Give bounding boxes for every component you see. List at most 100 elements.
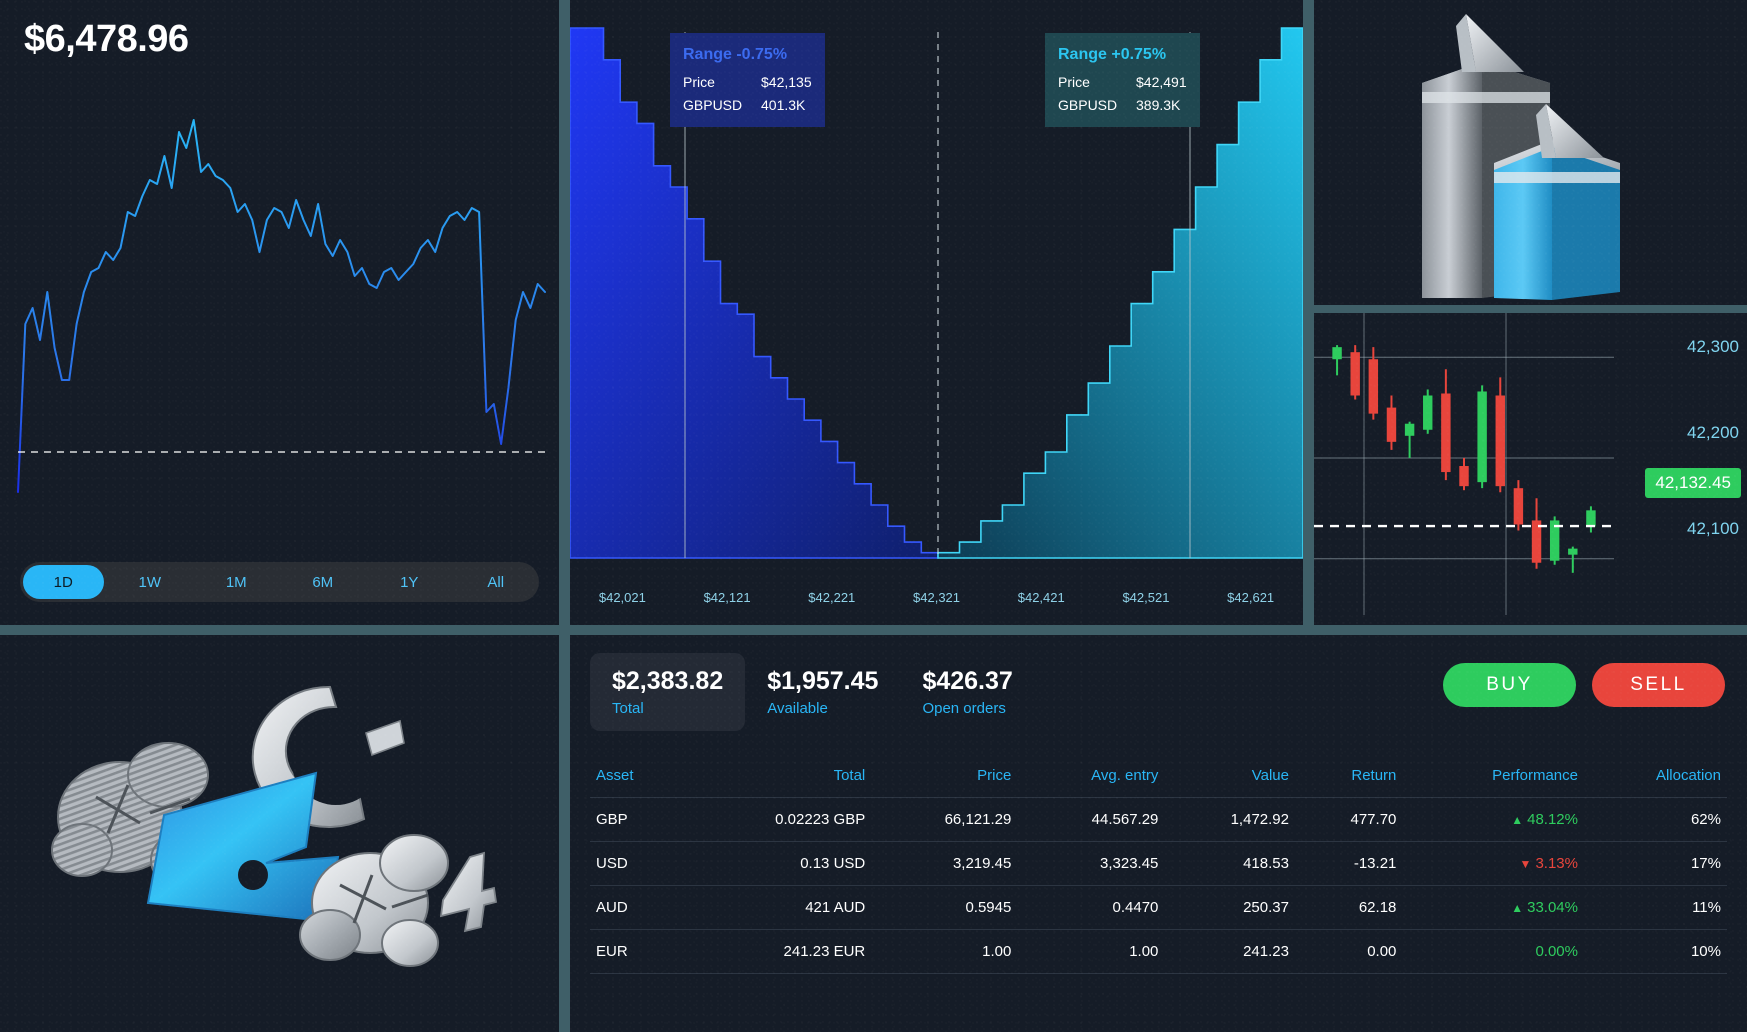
candle-y-tick-1: 42,200 <box>1687 423 1739 442</box>
column-header-return[interactable]: Return <box>1294 755 1403 798</box>
trend-up-icon: ▲ <box>1511 901 1524 915</box>
stat-available: $1,957.45 Available <box>745 653 900 731</box>
ask-range-label: Range +0.75% <box>1058 46 1167 63</box>
performance-cell: 0.00% <box>1402 929 1584 974</box>
depth-x-tick-4: $42,421 <box>1017 590 1065 605</box>
page-title: $6,478.96 <box>24 18 189 60</box>
bid-depth-area <box>570 27 939 559</box>
value-cell: 418.53 <box>1164 841 1295 886</box>
balance-summary: $2,383.82 Total $1,957.45 Available $426.37 O… <box>590 653 1035 731</box>
price-cell: 66,121.29 <box>871 797 1018 842</box>
return-cell: 477.70 <box>1294 797 1403 842</box>
depth-x-tick-2: $42,221 <box>808 590 856 605</box>
bar-illustration-panel <box>1314 0 1747 305</box>
buy-button[interactable]: BUY <box>1443 663 1576 707</box>
sell-button[interactable]: SELL <box>1592 663 1725 707</box>
table-row[interactable]: GBP 0.02223 GBP 66,121.29 44.567.29 1,472.92… <box>590 797 1727 842</box>
value-cell: 1,472.92 <box>1164 797 1295 842</box>
ask-volume-value: 389.3K <box>1136 96 1181 113</box>
return-cell: 62.18 <box>1294 885 1403 930</box>
3d-bar-chart-illustration <box>1422 14 1620 300</box>
trade-actions: BUY SELL <box>1443 663 1725 707</box>
performance-cell: ▲ 33.04% <box>1402 885 1584 930</box>
asset-cell: USD <box>590 841 682 886</box>
table-body: GBP 0.02223 GBP 66,121.29 44.567.29 1,472.92… <box>590 797 1727 974</box>
avg-entry-cell: 44.567.29 <box>1017 797 1165 842</box>
bid-tooltip: Range -0.75% Price $42,135 GBPUSD 401.3K <box>670 33 825 128</box>
return-cell: 0.00 <box>1294 929 1403 974</box>
stat-label: Available <box>767 699 828 717</box>
column-header-total[interactable]: Total <box>681 755 872 798</box>
stat-open-orders: $426.37 Open orders <box>900 653 1034 731</box>
asset-cell: AUD <box>590 885 682 930</box>
price-cell: 0.5945 <box>871 885 1018 930</box>
price-cell: 3,219.45 <box>871 841 1018 886</box>
depth-x-tick-1: $42,121 <box>703 590 751 605</box>
depth-x-axis: $42,021 $42,121 $42,221 $42,321 $42,421 $42,5… <box>570 590 1303 605</box>
ask-volume-key: GBPUSD <box>1058 96 1118 113</box>
stat-label: Total <box>612 699 644 717</box>
total-cell: 0.13 USD <box>681 841 872 886</box>
depth-x-tick-3: $42,321 <box>913 590 961 605</box>
range-pill-1m[interactable]: 1M <box>225 573 247 591</box>
value-cell: 250.37 <box>1164 885 1295 930</box>
holdings-table: Asset Total Price Avg. entry Value Return Perf… <box>590 755 1727 974</box>
bid-volume-key: GBPUSD <box>683 96 743 113</box>
blue-numeral-two <box>146 771 340 923</box>
column-header-avg-entry[interactable]: Avg. entry <box>1017 755 1165 798</box>
bid-range-label: Range -0.75% <box>683 46 788 63</box>
stat-value: $426.37 <box>922 667 1013 695</box>
allocation-cell: 11% <box>1583 885 1727 930</box>
value-cell: 241.23 <box>1164 929 1295 974</box>
range-pill-6m[interactable]: 6M <box>312 573 334 591</box>
range-pill-all[interactable]: All <box>487 573 505 591</box>
total-cell: 241.23 EUR <box>681 929 872 974</box>
return-cell: -13.21 <box>1294 841 1403 886</box>
allocation-cell: 62% <box>1583 797 1727 842</box>
column-header-performance[interactable]: Performance <box>1402 755 1584 798</box>
candlestick-gridlines <box>1314 313 1614 615</box>
price-chart-panel: $6,478.96 1D 1W 1M 6M 1Y All <box>0 0 559 625</box>
range-pill-1w[interactable]: 1W <box>138 573 162 591</box>
order-book-depth-panel: Range -0.75% Price $42,135 GBPUSD 401.3K… <box>570 0 1303 625</box>
total-cell: 421 AUD <box>681 885 872 930</box>
avg-entry-cell: 1.00 <box>1017 929 1165 974</box>
range-pill-1d[interactable]: 1D <box>23 565 104 599</box>
price-line <box>17 119 546 493</box>
price-cell: 1.00 <box>871 929 1018 974</box>
column-header-price[interactable]: Price <box>871 755 1018 798</box>
avg-entry-cell: 3,323.45 <box>1017 841 1165 886</box>
table-row[interactable]: EUR 241.23 EUR 1.00 1.00 241.23 0.00 0.00% 10% <box>590 929 1727 974</box>
candlestick-panel: 42,300 42,200 42,132.45 42,100 <box>1314 313 1747 625</box>
trend-down-icon: ▼ <box>1519 857 1532 871</box>
column-header-value[interactable]: Value <box>1164 755 1295 798</box>
depth-x-tick-5: $42,521 <box>1122 590 1170 605</box>
stat-value: $1,957.45 <box>767 667 879 695</box>
ask-price-value: $42,491 <box>1136 73 1187 90</box>
column-header-asset[interactable]: Asset <box>590 755 682 798</box>
depth-x-tick-6: $42,621 <box>1227 590 1275 605</box>
3d-numerals-illustration <box>51 685 498 967</box>
depth-x-tick-0: $42,021 <box>598 590 646 605</box>
trend-up-icon: ▲ <box>1511 813 1524 827</box>
time-range-selector[interactable]: 1D 1W 1M 6M 1Y All <box>20 562 539 602</box>
stat-total: $2,383.82 Total <box>590 653 746 731</box>
current-price-badge: 42,132.45 <box>1645 468 1741 498</box>
range-pill-1y[interactable]: 1Y <box>400 573 419 591</box>
avg-entry-cell: 0.4470 <box>1017 885 1165 930</box>
asset-cell: EUR <box>590 929 682 974</box>
table-row[interactable]: AUD 421 AUD 0.5945 0.4470 250.37 62.18 ▲ 33.04%… <box>590 885 1727 930</box>
column-header-allocation[interactable]: Allocation <box>1583 755 1727 798</box>
total-cell: 0.02223 GBP <box>681 797 872 842</box>
ask-depth-area <box>937 27 1303 559</box>
candle-y-tick-2: 42,100 <box>1687 519 1739 538</box>
candle-y-tick-0: 42,300 <box>1687 337 1739 356</box>
bid-price-key: Price <box>683 73 715 90</box>
table-row[interactable]: USD 0.13 USD 3,219.45 3,323.45 418.53 -13.21 ▼… <box>590 841 1727 886</box>
ask-price-key: Price <box>1058 73 1090 90</box>
table-header-row: Asset Total Price Avg. entry Value Return Perf… <box>590 755 1727 798</box>
decorative-illustration-panel <box>0 635 559 1032</box>
bid-volume-value: 401.3K <box>761 96 806 113</box>
price-line-chart <box>17 119 546 493</box>
stat-label: Open orders <box>922 699 1006 717</box>
